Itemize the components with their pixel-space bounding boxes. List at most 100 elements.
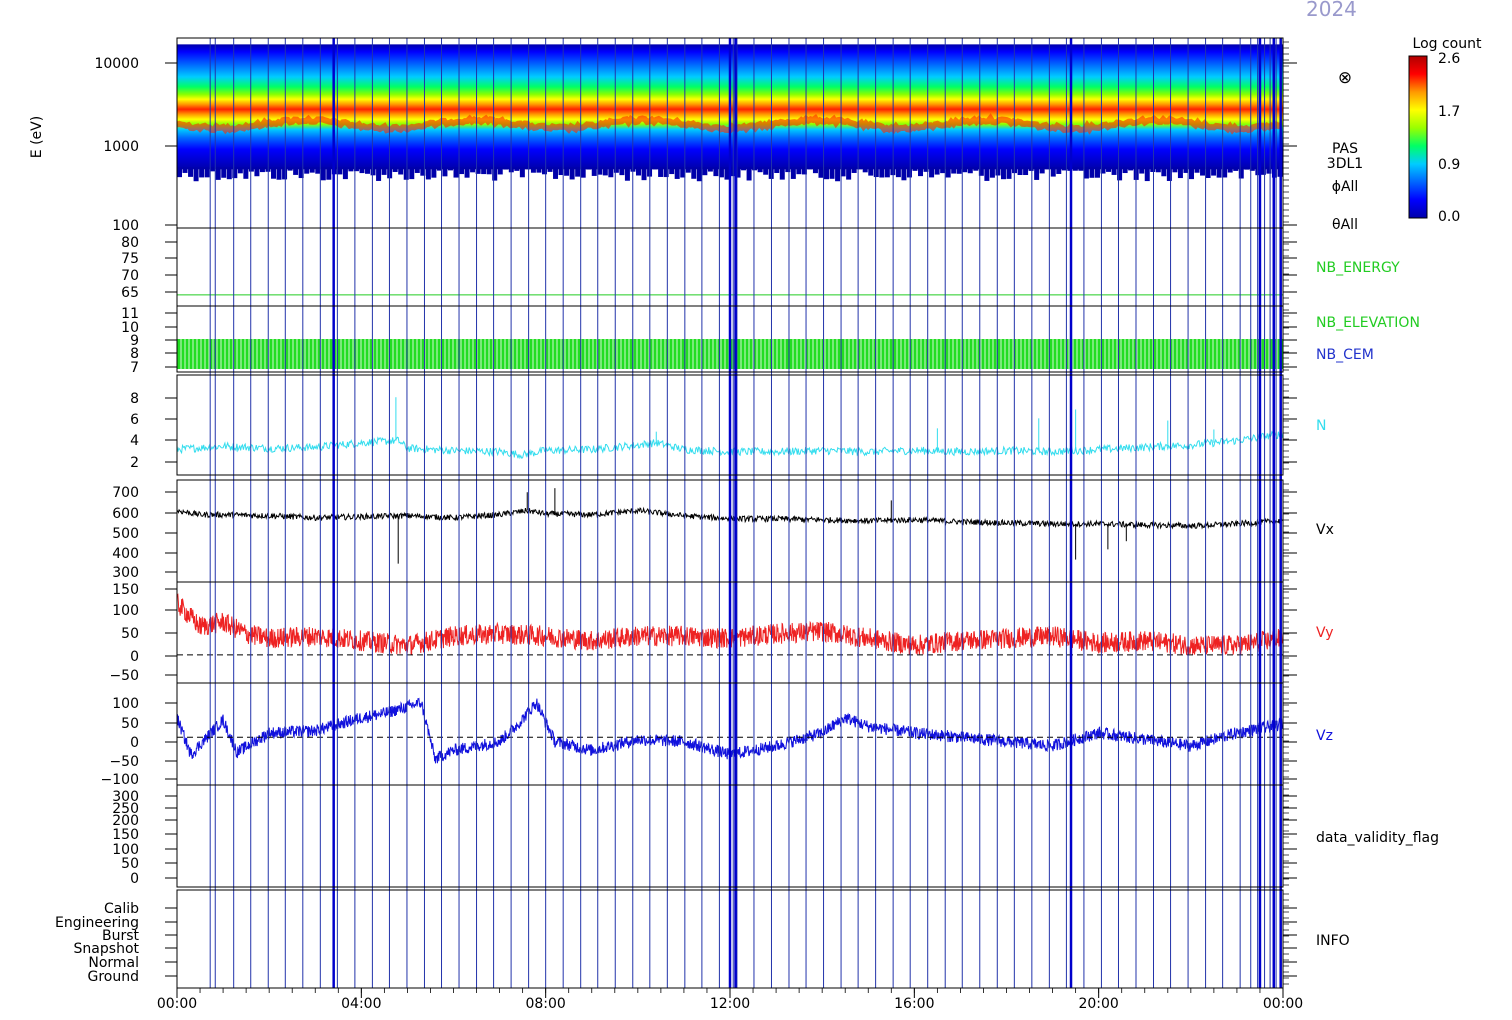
- colorbar-title: Log count: [1413, 36, 1482, 52]
- spectrogram-speck: [226, 167, 232, 180]
- spectrogram-speck: [1227, 167, 1233, 173]
- y-tick-label: 50: [121, 626, 139, 642]
- y-tick-label: Normal: [88, 955, 139, 971]
- panel-frame: [176, 305, 1284, 373]
- spectrogram-speck: [1089, 167, 1095, 178]
- y-tick-label: 250: [112, 801, 139, 817]
- spectrogram-speck: [873, 167, 879, 178]
- spectrogram-speck: [829, 167, 835, 179]
- y-tick-label: 1000: [103, 139, 139, 155]
- x-tick-label: 16:00: [894, 996, 934, 1012]
- mode-switch-lines: [209, 38, 1282, 988]
- spectrogram-speck: [320, 167, 326, 181]
- spectrogram-speck: [271, 167, 277, 179]
- spectrogram-speck: [1144, 167, 1150, 182]
- spectrogram-speck: [403, 167, 409, 180]
- spectrogram-speck: [895, 167, 901, 178]
- spectrogram-speck: [392, 167, 398, 172]
- spectrogram-speck: [929, 167, 935, 178]
- spectrogram-speck: [1150, 167, 1156, 172]
- spectrogram-speck: [564, 167, 570, 176]
- spectrogram-speck: [541, 167, 547, 175]
- energy-axis-label: E (eV): [29, 116, 45, 158]
- spectrogram-speck: [602, 167, 608, 176]
- y-tick-label: 100: [112, 603, 139, 619]
- spectrogram-speck: [763, 167, 769, 175]
- spectrogram-speck: [730, 167, 735, 177]
- spectrogram-speck: [879, 167, 885, 178]
- spectrogram-speck: [862, 167, 868, 173]
- spectrogram-speck: [635, 167, 641, 176]
- x-tick-label: 00:00: [1263, 996, 1303, 1012]
- y-tick-label: 100: [112, 218, 139, 234]
- y-tick-label: 300: [112, 565, 139, 581]
- y-tick-label: 100: [112, 842, 139, 858]
- series-label-nb-energy: NB_ENERGY: [1316, 260, 1400, 276]
- y-tick-label: 9: [130, 333, 139, 349]
- spectro-symbol: ⊗: [1338, 68, 1352, 88]
- spectrogram-speck: [282, 167, 288, 180]
- spectrogram-speck: [215, 167, 221, 180]
- spectrogram-speck: [1249, 167, 1255, 171]
- spectrogram-speck: [475, 167, 481, 174]
- spectrogram-speck: [359, 167, 365, 174]
- spectrogram-speck: [287, 167, 293, 171]
- spectrogram-speck: [1177, 167, 1183, 179]
- spectrogram-speck: [1238, 167, 1244, 179]
- spectrogram-speck: [752, 167, 758, 171]
- spectrogram-speck: [989, 167, 995, 178]
- y-tick-label: Snapshot: [74, 941, 140, 957]
- y-tick-label: 8: [130, 346, 139, 362]
- colorbar-gradient: [1408, 55, 1428, 219]
- spectrogram-speck: [923, 167, 929, 172]
- spectrogram-speck: [1211, 167, 1217, 176]
- spectrogram-speck: [796, 167, 802, 175]
- spectrogram-speck: [1183, 167, 1189, 173]
- spectrogram-speck: [652, 167, 658, 170]
- spectrogram-speck: [453, 167, 459, 178]
- spectrogram-speck: [1023, 167, 1029, 176]
- spectrogram-speck: [425, 167, 431, 180]
- spectrogram-speck: [1006, 167, 1012, 179]
- y-tick-label: 150: [112, 582, 139, 598]
- y-tick-label: 0: [130, 735, 139, 751]
- spectrogram-speck: [342, 167, 348, 180]
- spectrogram-speck: [525, 167, 531, 170]
- spectrogram-speck: [1034, 167, 1040, 180]
- spectrogram-speck: [304, 167, 310, 174]
- spectrogram-speck: [818, 167, 824, 178]
- spectrogram-speck: [481, 167, 487, 175]
- spectrogram-speck: [940, 167, 946, 174]
- spectrogram-speck: [608, 167, 614, 178]
- x-tick-label: 20:00: [1078, 996, 1118, 1012]
- spectrogram-speck: [1200, 167, 1206, 176]
- spectrogram-speck: [348, 167, 354, 172]
- y-tick-label: 11: [121, 306, 139, 322]
- spectrogram-speck: [536, 167, 542, 173]
- spectrogram-speck: [188, 167, 194, 177]
- spectrogram-speck: [553, 167, 559, 179]
- spectrogram-speck: [674, 167, 680, 179]
- y-tick-label: 65: [121, 285, 139, 301]
- spectrogram-speck: [906, 167, 912, 178]
- spectrogram-speck: [1222, 167, 1228, 178]
- series-label-n: N: [1316, 418, 1326, 434]
- series-label-info: INFO: [1316, 933, 1350, 949]
- spectro-label-3dl1: 3DL1: [1327, 156, 1363, 172]
- spectrogram-speck: [1056, 167, 1062, 174]
- y-tick-label: 10000: [94, 56, 139, 72]
- y-tick-label: −50: [109, 754, 139, 770]
- spectrogram-speck: [1172, 167, 1178, 173]
- y-tick-label: 100: [112, 696, 139, 712]
- spectrogram-speck: [237, 167, 243, 174]
- spectrogram-speck: [702, 167, 708, 176]
- spectrogram-speck: [326, 167, 332, 180]
- x-tick-label: 00:00: [157, 996, 197, 1012]
- x-tick-label: 12:00: [710, 996, 750, 1012]
- x-tick-label: 08:00: [525, 996, 565, 1012]
- spectrogram-speck: [713, 167, 719, 177]
- spectrogram-speck: [337, 167, 343, 175]
- spectro-label-phi: ϕAll: [1332, 179, 1359, 195]
- spectrogram-speck: [724, 167, 730, 180]
